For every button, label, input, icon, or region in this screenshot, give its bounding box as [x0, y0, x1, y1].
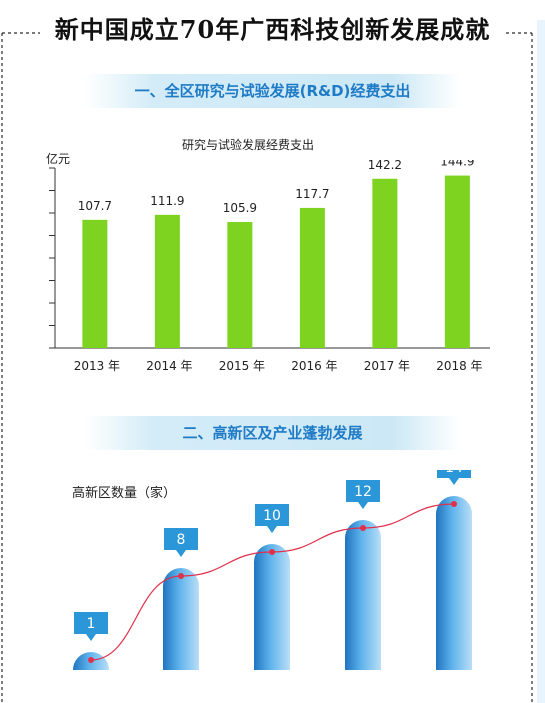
chart1-x-tick-label: 2015 年 [219, 359, 265, 373]
chart2-trend-point [360, 525, 366, 531]
chart2-value-pointer [358, 502, 368, 509]
section-banner-rd: 一、全区研究与试验发展(R&D)经费支出 [85, 74, 460, 108]
chart2-trend-point [178, 573, 184, 579]
chart1-x-tick-label: 2018 年 [436, 359, 482, 373]
chart2-bar [163, 568, 199, 670]
chart2-value-label: 8 [177, 532, 186, 548]
chart2-bar [436, 496, 472, 670]
chart1-value-label: 117.7 [295, 187, 329, 201]
rd-expenditure-chart: 107.7 111.9 105.9 117.7 142.2 144.9 2013 年 201… [49, 160, 490, 373]
chart2-bar [254, 544, 290, 670]
chart2-trend-line [90, 503, 455, 661]
chart1-bar [372, 178, 398, 348]
chart2-value-label: 10 [263, 508, 281, 524]
chart2-value-pointer [449, 478, 459, 485]
chart1-value-label: 111.9 [150, 194, 184, 208]
chart2-value-box [255, 504, 289, 526]
chart1-x-tick-label: 2017 年 [364, 359, 410, 373]
chart1-x-tick-label: 2013 年 [74, 359, 120, 373]
chart1-y-unit: 亿元 [46, 152, 71, 166]
chart2-value-pointer [86, 634, 96, 641]
chart2-value-box [437, 470, 471, 478]
chart1-bar [154, 214, 180, 348]
chart2-value-box [74, 612, 108, 634]
chart1-x-tick-label: 2014 年 [146, 359, 192, 373]
section-banner-hitech: 二、高新区及产业蓬勃发展 [85, 416, 460, 450]
chart1-value-label: 107.7 [78, 199, 112, 213]
chart2-bar [345, 520, 381, 670]
chart2-value-label: 12 [354, 484, 372, 500]
chart2-value-pointer [267, 526, 277, 533]
chart2-value-label: 14 [445, 470, 463, 476]
chart2-trend-point [88, 657, 94, 663]
chart1-bar [444, 175, 470, 348]
chart2-title: 高新区数量（家） [72, 486, 177, 501]
chart2-trend-point [269, 549, 275, 555]
chart1-bar [82, 219, 108, 348]
chart1-bar [227, 221, 253, 348]
section-heading-rd: 一、全区研究与试验发展(R&D)经费支出 [134, 82, 411, 100]
chart2-value-pointer [176, 550, 186, 557]
page-title: 新中国成立70年广西科技创新发展成就 [54, 15, 491, 44]
chart2-value-box [164, 528, 198, 550]
chart2-value-label: 1 [87, 616, 96, 632]
chart1-value-label: 142.2 [368, 160, 402, 172]
chart1-x-tick-label: 2016 年 [291, 359, 337, 373]
chart2-value-box [346, 480, 380, 502]
chart1-bar [299, 207, 325, 348]
chart1-value-label: 144.9 [440, 160, 474, 169]
section-heading-hitech: 二、高新区及产业蓬勃发展 [182, 424, 363, 442]
chart1-title: 研究与试验发展经费支出 [182, 138, 315, 152]
chart2-trend-point [451, 501, 457, 507]
chart1-value-label: 105.9 [223, 201, 257, 215]
